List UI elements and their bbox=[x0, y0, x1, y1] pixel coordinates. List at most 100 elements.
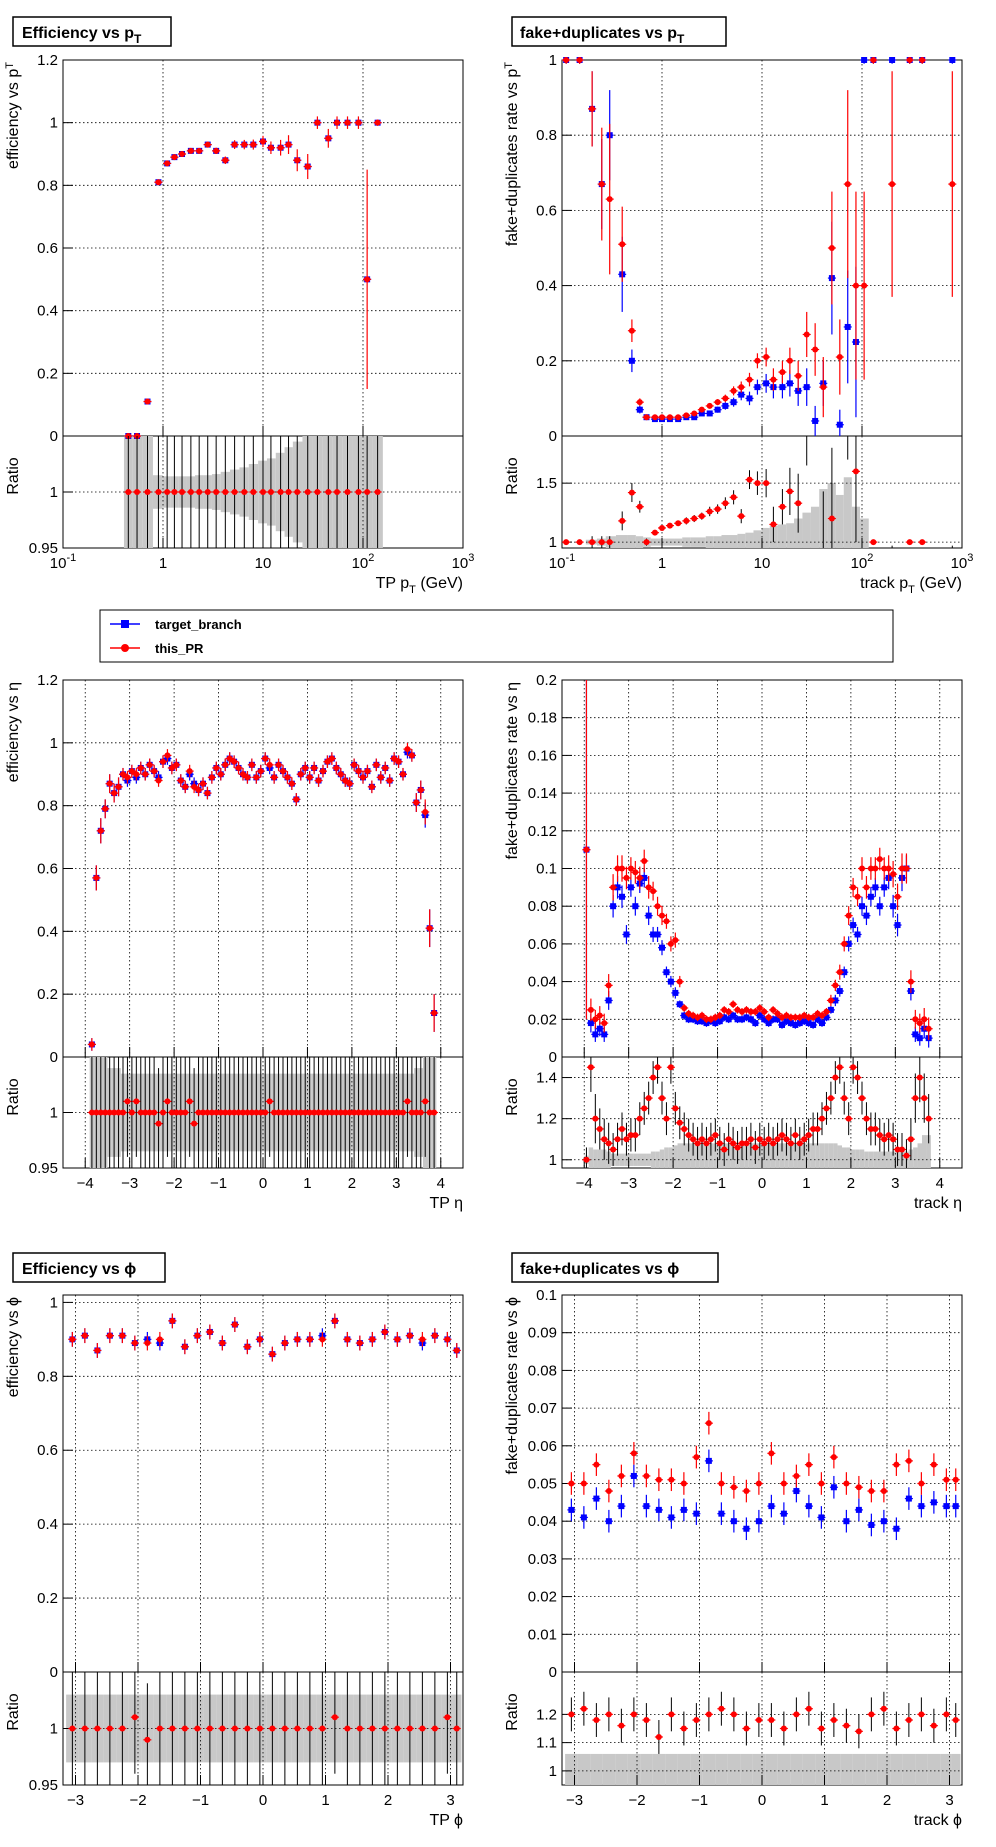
ratio-band-bin bbox=[752, 1753, 766, 1785]
ratio-point bbox=[952, 1717, 959, 1724]
data-point bbox=[765, 1014, 772, 1021]
data-point bbox=[422, 808, 429, 815]
data-point bbox=[81, 1332, 88, 1339]
ratio-band-bin bbox=[627, 1753, 641, 1785]
ratio-point bbox=[747, 1136, 754, 1143]
data-point bbox=[641, 857, 648, 864]
data-point bbox=[614, 865, 621, 872]
ratio-point bbox=[355, 1109, 362, 1116]
ratio-band-bin bbox=[665, 1753, 678, 1785]
data-point bbox=[164, 160, 171, 167]
data-point bbox=[610, 903, 617, 910]
ratio-band-bin bbox=[927, 1753, 941, 1785]
ratio-point bbox=[890, 1136, 897, 1143]
data-point bbox=[755, 1480, 762, 1487]
data-point bbox=[779, 384, 786, 391]
ratio-point bbox=[730, 1711, 737, 1718]
ratio-band-bin bbox=[642, 1153, 647, 1166]
data-point bbox=[828, 245, 835, 251]
data-point bbox=[151, 768, 158, 775]
ticks: −4 −3 −2 −1 0 1 2 3 4 0 0.2 0.4 0.6 0.8 1 1.2 0.95 1 bbox=[29, 672, 445, 1192]
ratio-point bbox=[97, 1109, 104, 1116]
ratio-band-bin bbox=[846, 1147, 851, 1168]
ratio-band-bin bbox=[627, 535, 636, 548]
ratio-point bbox=[645, 1095, 652, 1102]
ratio-band-bin bbox=[702, 1753, 716, 1785]
data-point bbox=[881, 865, 888, 872]
ratio-point bbox=[164, 489, 171, 495]
data-point bbox=[676, 1001, 683, 1008]
data-point bbox=[93, 874, 100, 881]
ratio-point bbox=[134, 489, 141, 495]
data-point bbox=[587, 1020, 594, 1027]
data-point bbox=[756, 1012, 763, 1019]
data-point bbox=[606, 196, 613, 203]
data-point bbox=[306, 1336, 313, 1343]
ratio-point bbox=[81, 1725, 88, 1732]
data-point bbox=[351, 761, 358, 768]
ratio-band-bin bbox=[753, 530, 762, 548]
ratio-point bbox=[845, 1115, 852, 1122]
ratio-series bbox=[87, 1057, 439, 1168]
ratio-band-bin bbox=[727, 1753, 741, 1785]
ratio-point bbox=[675, 520, 682, 527]
ratio-point bbox=[730, 494, 737, 501]
data-point bbox=[605, 1488, 612, 1495]
data-point bbox=[827, 1006, 834, 1013]
ratio-point bbox=[324, 1109, 331, 1116]
y-tick-label: 0 bbox=[50, 1664, 58, 1681]
ratio-series bbox=[567, 1691, 960, 1754]
x-tick-label: −4 bbox=[77, 1175, 94, 1192]
data-point bbox=[691, 414, 698, 421]
ratio-point bbox=[137, 1109, 144, 1116]
y-tick-label: 0.02 bbox=[528, 1589, 557, 1606]
data-point bbox=[680, 1480, 687, 1487]
series-this_PR bbox=[567, 1411, 960, 1503]
y-tick-label: 0.8 bbox=[536, 127, 557, 144]
data-point bbox=[691, 410, 698, 417]
ratio-point bbox=[133, 1098, 140, 1105]
data-point bbox=[830, 1484, 837, 1491]
ratio-point bbox=[453, 1725, 460, 1732]
ratio-point bbox=[155, 489, 162, 495]
ratio-point bbox=[814, 1125, 821, 1132]
ratio-point bbox=[271, 1109, 278, 1116]
ratio-band-bin bbox=[794, 518, 803, 548]
data-point bbox=[280, 768, 286, 775]
data-point bbox=[752, 1008, 759, 1015]
ratio-point bbox=[69, 1725, 76, 1732]
y-tick-label: 1 bbox=[549, 52, 557, 69]
ratio-band-bin bbox=[590, 1753, 603, 1785]
y-tick-label: 0.18 bbox=[528, 710, 557, 727]
data-point bbox=[592, 1016, 599, 1023]
data-point bbox=[632, 869, 639, 876]
ratio-point bbox=[155, 1120, 162, 1127]
ratio-point bbox=[364, 489, 371, 495]
y-tick-label: 0.8 bbox=[37, 1368, 58, 1385]
panel-efficiency-vs-phi: −3 −2 −1 0 1 2 3 0 0.2 0.4 0.6 0.8 1 0.95 1 efficiency … bbox=[5, 1294, 464, 1829]
ratio-point bbox=[344, 489, 351, 495]
data-point bbox=[400, 771, 406, 778]
ratio-y-tick-label: 0.95 bbox=[29, 1777, 58, 1794]
ratio-band-bin bbox=[655, 1151, 660, 1168]
data-point bbox=[262, 755, 269, 762]
ratio-point bbox=[334, 489, 341, 495]
data-point bbox=[650, 931, 657, 938]
data-point bbox=[636, 406, 643, 413]
data-point bbox=[106, 780, 113, 787]
ratio-point bbox=[699, 1136, 705, 1143]
ratio-point bbox=[563, 539, 570, 546]
ratio-band-bin bbox=[793, 1143, 798, 1168]
panel-fake-vs-eta: −4 −3 −2 −1 0 1 2 3 4 0 0.02 0.04 0.06 0.08 0.1 0.12 0.1… bbox=[504, 672, 963, 1212]
ratio-axis-label: Ratio bbox=[504, 1078, 521, 1115]
ratio-point bbox=[355, 489, 362, 495]
data-point bbox=[705, 1457, 712, 1464]
ratio-band-bin bbox=[835, 494, 844, 548]
ratio-point bbox=[250, 489, 257, 495]
y-tick-label: 0.2 bbox=[37, 986, 58, 1003]
ratio-point bbox=[627, 1132, 634, 1139]
panel-title-eff-pt: Efficiency vs pT bbox=[12, 16, 172, 47]
data-point bbox=[699, 1018, 705, 1025]
ratio-point bbox=[683, 517, 690, 524]
ratio-point bbox=[598, 539, 605, 546]
